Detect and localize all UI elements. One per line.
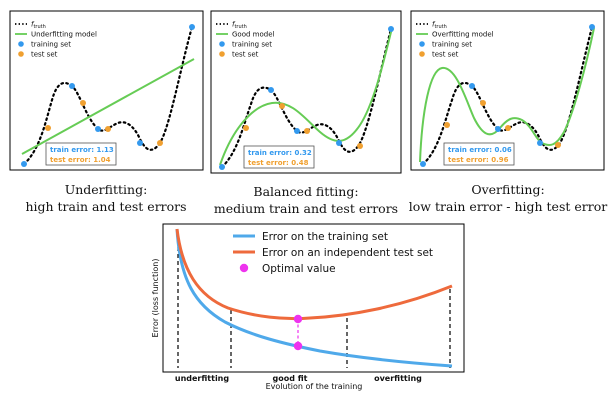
caption-subtitle: medium train and test errors: [214, 201, 398, 216]
train-point: [388, 26, 394, 32]
train-point: [189, 24, 195, 30]
train-point: [294, 128, 300, 134]
test-error-text: test error: 0.96: [448, 156, 509, 164]
legend-train-swatch: [18, 41, 24, 47]
legend-test-swatch: [419, 51, 425, 57]
test-point: [357, 143, 363, 149]
test-error-text: test error: 0.48: [248, 159, 309, 167]
test-point: [505, 125, 511, 131]
caption-title: Balanced fitting:: [253, 184, 358, 199]
legend-model-label: Good model: [232, 31, 275, 39]
train-point: [336, 140, 342, 146]
train-point: [95, 126, 101, 132]
train-point: [495, 126, 501, 132]
legend-train-swatch: [219, 41, 225, 47]
legend-test-curve-label: Error on an independent test set: [262, 247, 433, 259]
legend-test-label: test set: [232, 51, 259, 59]
test-error-text: test error: 1.04: [50, 156, 111, 164]
test-point: [80, 100, 86, 106]
train-point: [589, 24, 595, 30]
error-box: [45, 142, 117, 166]
test-point: [444, 122, 450, 128]
panel-legend: ftruth Overfitting model training set te…: [416, 21, 494, 59]
truth-curve: [421, 25, 594, 166]
test-point: [555, 142, 561, 148]
train-point: [69, 83, 75, 89]
legend-optimal-swatch: [239, 263, 249, 273]
train-point: [420, 161, 426, 167]
caption-title: Underfitting:: [65, 182, 148, 197]
model-curve: [419, 27, 595, 163]
train-point: [137, 140, 143, 146]
legend-train-curve-label: Error on the training set: [262, 231, 388, 243]
model-line: [21, 58, 195, 155]
train-point: [21, 161, 27, 167]
region-underfitting-label: underfitting: [175, 374, 230, 383]
model-curve: [219, 27, 393, 166]
legend-test-swatch: [18, 51, 24, 57]
panel-balanced: ftruth Good model training set test set …: [210, 10, 402, 216]
train-error-text: train error: 1.13: [50, 146, 114, 154]
diagram-legend: Error on the training set Error on an in…: [233, 231, 433, 275]
caption-subtitle: low train error - high test error: [409, 199, 607, 214]
caption-title: Overfitting:: [471, 182, 544, 197]
legend-train-swatch: [419, 41, 425, 47]
panel-legend: ftruth Underfitting model training set t…: [15, 21, 97, 59]
test-error-curve: [175, 228, 453, 321]
train-point: [219, 164, 225, 170]
train-point: [469, 83, 475, 89]
test-point: [304, 128, 310, 134]
legend-test-label: test set: [31, 51, 58, 59]
panel-legend: ftruth Good model training set test set: [216, 21, 275, 59]
train-error-text: train error: 0.06: [448, 146, 512, 154]
test-point: [480, 100, 486, 106]
train-point: [268, 87, 274, 93]
legend-model-label: Underfitting model: [31, 31, 97, 39]
test-point: [105, 126, 111, 132]
x-axis-label: Evolution of the training: [266, 382, 363, 391]
legend-model-label: Overfitting model: [432, 31, 494, 39]
region-goodfit-label: good fit: [273, 374, 308, 383]
test-point: [243, 125, 249, 131]
test-point: [157, 140, 163, 146]
legend-truth-label: ftruth: [232, 21, 247, 31]
legend-test-label: test set: [432, 51, 459, 59]
test-point: [45, 125, 51, 131]
legend-truth-label: ftruth: [31, 21, 46, 31]
legend-test-swatch: [219, 51, 225, 57]
legend-train-label: training set: [432, 41, 472, 49]
legend-truth-label: ftruth: [432, 21, 447, 31]
optimal-point-train: [293, 341, 303, 351]
caption-subtitle: high train and test errors: [25, 199, 186, 214]
legend-train-label: training set: [232, 41, 272, 49]
legend-train-label: training set: [31, 41, 71, 49]
panel-overfitting: ftruth Overfitting model training set te…: [409, 10, 607, 214]
train-error-curve: [175, 228, 453, 368]
train-point: [537, 140, 543, 146]
error-curves-diagram: Error on the training set Error on an in…: [151, 223, 465, 391]
optimal-point-test: [293, 314, 303, 324]
truth-curve: [220, 27, 393, 169]
error-box: [443, 142, 515, 166]
error-box: [243, 145, 315, 169]
train-error-text: train error: 0.32: [248, 149, 312, 157]
panel-underfitting: ftruth Underfitting model training set t…: [9, 10, 204, 214]
y-axis-label: Error (loss function): [151, 259, 160, 338]
region-overfitting-label: overfitting: [374, 374, 422, 383]
test-point: [279, 103, 285, 109]
legend-optimal-label: Optimal value: [262, 263, 336, 275]
